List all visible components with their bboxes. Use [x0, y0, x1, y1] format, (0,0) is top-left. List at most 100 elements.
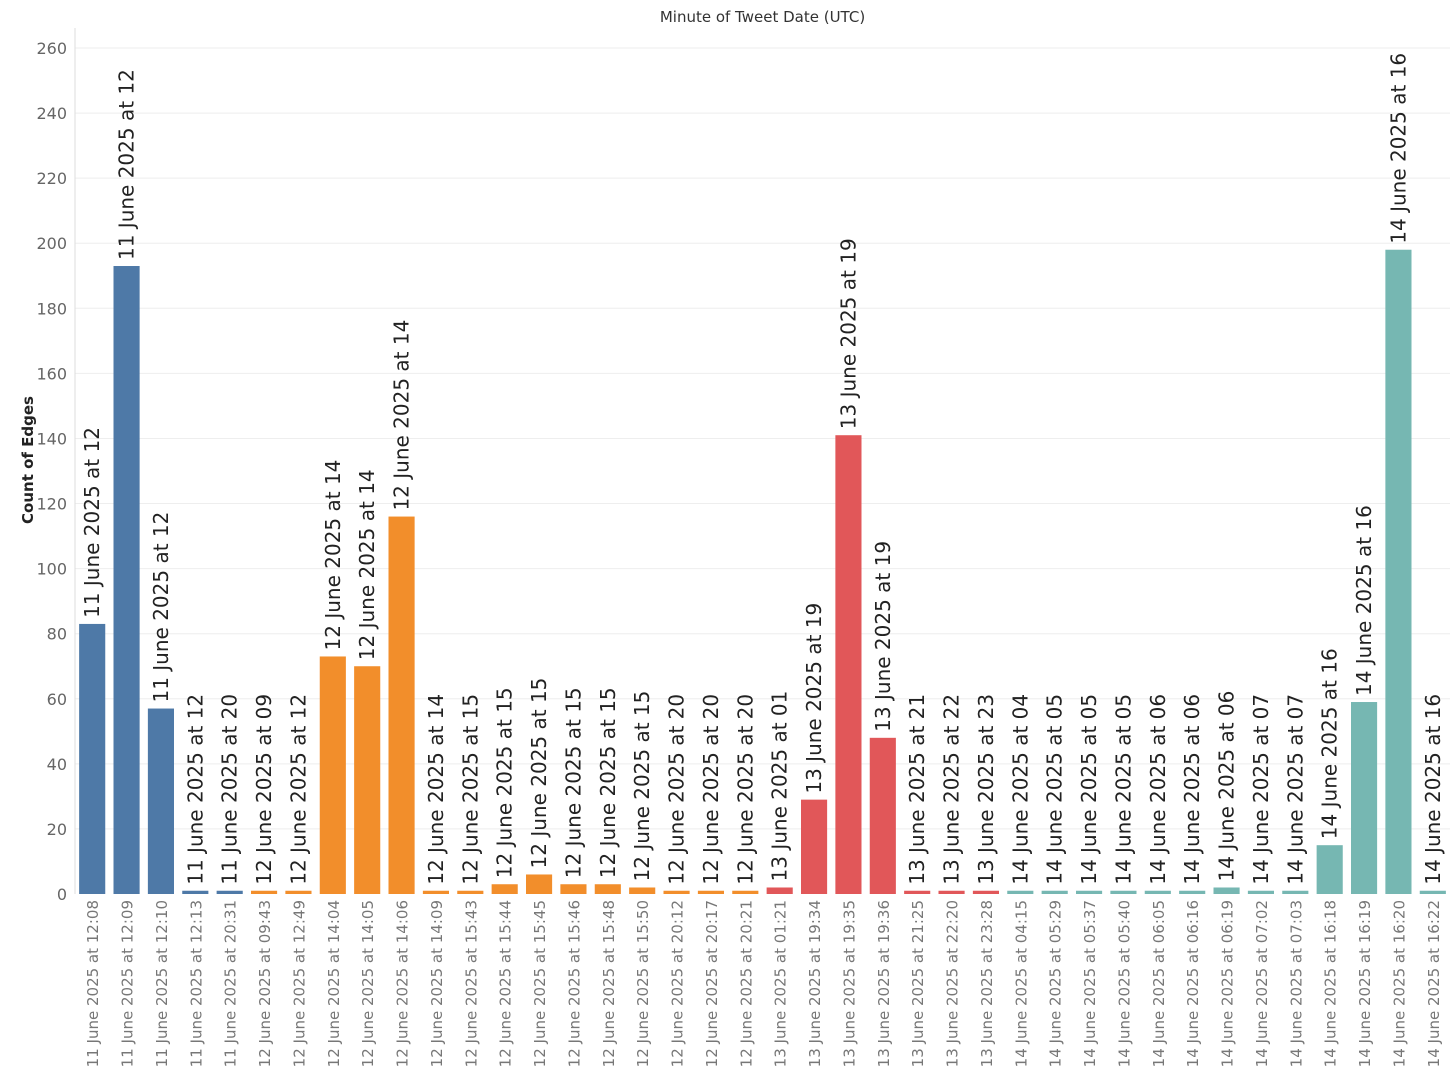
data-label: 12 June 2025 at 12	[286, 694, 310, 885]
x-tick-label: 12 June 2025 at 20:21	[737, 900, 755, 1067]
bar	[1076, 890, 1103, 894]
data-label: 12 June 2025 at 14	[321, 460, 345, 651]
data-label: 13 June 2025 at 19	[871, 541, 895, 732]
data-label: 12 June 2025 at 20	[699, 694, 723, 885]
data-label: 11 June 2025 at 20	[218, 694, 242, 885]
bar	[1041, 890, 1068, 894]
x-tick-label: 12 June 2025 at 14:06	[394, 900, 412, 1067]
bar	[147, 708, 174, 894]
bar	[526, 874, 553, 894]
x-tick-label: 12 June 2025 at 15:43	[462, 900, 480, 1067]
data-label: 12 June 2025 at 20	[665, 694, 689, 885]
bar	[560, 884, 587, 894]
data-label: 13 June 2025 at 21	[905, 694, 929, 885]
y-tick-label: 120	[36, 495, 67, 514]
bar	[766, 887, 793, 894]
y-tick-label: 20	[47, 820, 67, 839]
bar	[182, 890, 209, 894]
bar	[1316, 845, 1343, 894]
data-label: 11 June 2025 at 12	[149, 512, 173, 703]
x-tick-label: 14 June 2025 at 06:05	[1150, 900, 1168, 1067]
x-tick-label: 13 June 2025 at 01:21	[772, 900, 790, 1067]
x-tick-label: 11 June 2025 at 12:13	[187, 900, 205, 1067]
x-tick-label: 12 June 2025 at 15:45	[531, 900, 549, 1067]
bar	[697, 890, 724, 894]
bar	[1213, 887, 1240, 894]
bar	[79, 623, 106, 894]
bar	[869, 737, 896, 894]
data-label: 12 June 2025 at 15	[493, 687, 517, 878]
x-tick-label: 14 June 2025 at 16:18	[1322, 900, 1340, 1067]
bar	[1419, 890, 1446, 894]
bar	[1247, 890, 1274, 894]
bar	[1007, 890, 1034, 894]
bar	[1282, 890, 1309, 894]
x-tick-label: 11 June 2025 at 12:09	[119, 900, 137, 1067]
x-tick-label: 14 June 2025 at 06:16	[1184, 900, 1202, 1067]
x-tick-label: 11 June 2025 at 12:10	[153, 900, 171, 1067]
data-label: 12 June 2025 at 15	[630, 691, 654, 882]
data-label: 14 June 2025 at 06	[1215, 691, 1239, 882]
x-tick-label: 14 June 2025 at 07:02	[1253, 900, 1271, 1067]
data-label: 14 June 2025 at 05	[1111, 694, 1135, 885]
data-label: 11 June 2025 at 12	[115, 69, 139, 260]
data-label: 14 June 2025 at 06	[1180, 694, 1204, 885]
x-tick-label: 12 June 2025 at 15:50	[634, 900, 652, 1067]
y-tick-label: 60	[47, 690, 67, 709]
bar	[938, 890, 965, 894]
x-tick-label: 13 June 2025 at 21:25	[909, 900, 927, 1067]
x-tick-label: 12 June 2025 at 09:43	[256, 900, 274, 1067]
x-tick-label: 12 June 2025 at 15:48	[600, 900, 618, 1067]
y-tick-label: 220	[36, 169, 67, 188]
data-label: 12 June 2025 at 15	[596, 687, 620, 878]
bar	[835, 435, 862, 894]
y-tick-label: 200	[36, 234, 67, 253]
data-label: 13 June 2025 at 19	[802, 603, 826, 794]
bar	[663, 890, 690, 894]
bar	[972, 890, 999, 894]
data-label: 12 June 2025 at 15	[561, 687, 585, 878]
y-tick-label: 260	[36, 39, 67, 58]
x-tick-label: 14 June 2025 at 05:37	[1081, 900, 1099, 1067]
x-tick-label: 12 June 2025 at 15:44	[497, 900, 515, 1067]
data-label: 13 June 2025 at 22	[940, 694, 964, 885]
data-label: 13 June 2025 at 19	[836, 238, 860, 429]
bar	[422, 890, 449, 894]
bar	[491, 884, 518, 894]
data-label: 14 June 2025 at 16	[1421, 694, 1445, 885]
data-label: 14 June 2025 at 05	[1077, 694, 1101, 885]
y-tick-label: 40	[47, 755, 67, 774]
x-tick-label: 14 June 2025 at 16:20	[1390, 900, 1408, 1067]
x-tick-label: 12 June 2025 at 14:04	[325, 900, 343, 1067]
x-tick-label: 14 June 2025 at 16:22	[1425, 900, 1443, 1067]
y-tick-label: 180	[36, 299, 67, 318]
chart-title: Minute of Tweet Date (UTC)	[659, 8, 866, 26]
x-tick-label: 13 June 2025 at 23:28	[978, 900, 996, 1067]
bar	[1385, 249, 1412, 894]
x-tick-label: 13 June 2025 at 19:34	[806, 900, 824, 1067]
x-tick-label: 11 June 2025 at 20:31	[222, 900, 240, 1067]
y-tick-label: 160	[36, 364, 67, 383]
bar	[1351, 702, 1378, 894]
bar	[732, 890, 759, 894]
data-label: 12 June 2025 at 14	[390, 320, 414, 511]
x-tick-label: 13 June 2025 at 19:35	[840, 900, 858, 1067]
data-label: 14 June 2025 at 16	[1318, 648, 1342, 839]
data-label: 12 June 2025 at 15	[527, 678, 551, 869]
bar	[319, 656, 346, 894]
data-label: 12 June 2025 at 09	[252, 694, 276, 885]
x-tick-label: 14 June 2025 at 16:19	[1356, 900, 1374, 1067]
y-tick-label: 100	[36, 560, 67, 579]
data-label: 13 June 2025 at 01	[768, 691, 792, 882]
data-label: 12 June 2025 at 14	[355, 469, 379, 660]
data-label: 14 June 2025 at 07	[1249, 694, 1273, 885]
x-tick-label: 12 June 2025 at 20:17	[703, 900, 721, 1067]
bar	[594, 884, 621, 894]
data-label: 13 June 2025 at 23	[974, 694, 998, 885]
bar	[216, 890, 243, 894]
x-tick-label: 12 June 2025 at 20:12	[669, 900, 687, 1067]
bar	[801, 799, 828, 894]
data-label: 14 June 2025 at 16	[1352, 505, 1376, 696]
data-label: 14 June 2025 at 16	[1386, 53, 1410, 244]
